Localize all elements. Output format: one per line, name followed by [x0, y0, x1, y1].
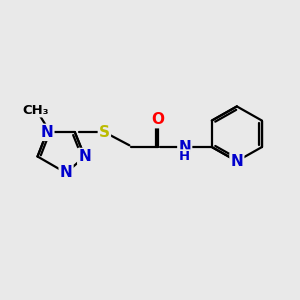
Text: N: N [78, 149, 91, 164]
Text: CH₃: CH₃ [22, 104, 48, 117]
Text: N: N [178, 140, 191, 154]
Text: N: N [60, 166, 73, 181]
Text: O: O [152, 112, 165, 127]
Text: H: H [179, 150, 190, 163]
Text: S: S [99, 125, 110, 140]
Text: N: N [40, 125, 53, 140]
Text: N: N [230, 154, 243, 169]
